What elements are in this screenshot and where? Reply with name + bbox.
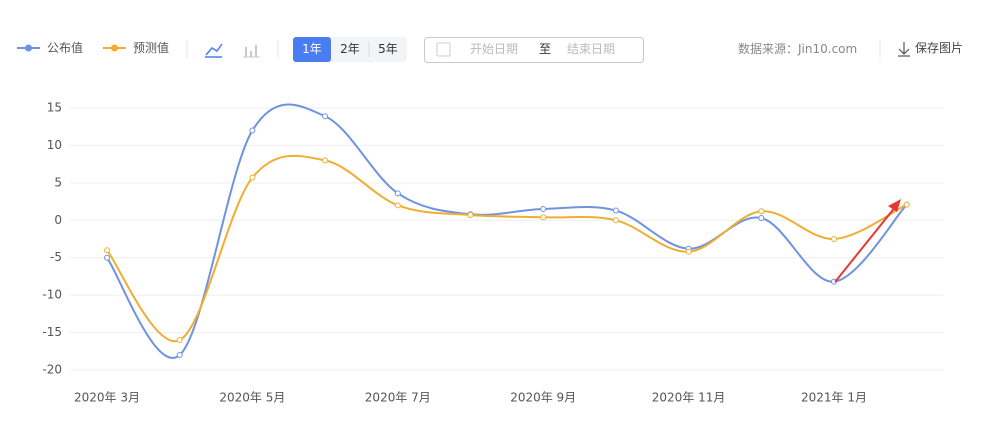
legend-dot: [111, 44, 118, 52]
annotation-arrow: [834, 199, 901, 283]
y-tick-label: 15: [47, 101, 62, 115]
x-tick-label: 2020年 5月: [219, 391, 285, 405]
data-point: [612, 217, 619, 224]
data-point: [104, 254, 110, 261]
data-point: [758, 208, 765, 215]
data-point: [394, 202, 401, 209]
data-point: [467, 212, 474, 219]
data-point: [540, 214, 547, 221]
date-range-box[interactable]: [424, 37, 644, 63]
calendar-icon: [436, 42, 451, 57]
range-button[interactable]: 1年: [302, 42, 322, 56]
y-tick-label: -5: [50, 250, 62, 264]
x-tick-label: 2021年 1月: [801, 391, 867, 405]
data-point: [176, 352, 183, 359]
y-tick-label: -20: [42, 363, 62, 377]
data-point: [249, 174, 256, 181]
y-tick-label: 10: [47, 138, 62, 152]
legend-label: 预测值: [133, 40, 169, 55]
save-image[interactable]: 保存图片: [915, 41, 963, 55]
y-tick-label: -10: [42, 288, 62, 302]
y-tick-label: 5: [54, 175, 62, 189]
bar-chart-icon[interactable]: [243, 45, 260, 58]
data-point: [685, 248, 692, 255]
data-point: [394, 190, 401, 197]
data-point: [758, 215, 765, 222]
range-button-active[interactable]: [293, 37, 331, 62]
x-tick-label: 2020年 11月: [652, 391, 726, 405]
toolbar: 1年 2年 5年 开始日期 至 结束日期 数据来源：Jin10.com 保存图片: [186, 37, 963, 63]
line-chart-icon[interactable]: [205, 43, 223, 56]
data-point: [612, 207, 619, 214]
legend-dot: [25, 44, 32, 52]
date-separator: 至: [539, 42, 551, 56]
data-point: [831, 236, 837, 242]
data-point: [104, 247, 110, 254]
x-tick-label: 2020年 3月: [74, 391, 140, 405]
data-point: [249, 127, 256, 134]
y-tick-label: -15: [42, 325, 62, 339]
start-date[interactable]: 开始日期: [470, 42, 518, 56]
x-tick-label: 2020年 9月: [510, 391, 576, 405]
data-point: [903, 201, 910, 208]
end-date[interactable]: 结束日期: [567, 42, 615, 56]
data-point: [322, 157, 329, 164]
range-button[interactable]: 5年: [378, 42, 398, 56]
data-point: [322, 113, 329, 120]
data-source: 数据来源：Jin10.com: [738, 41, 857, 56]
x-tick-label: 2020年 7月: [365, 391, 431, 405]
series-line: [106, 154, 908, 343]
data-point: [176, 337, 183, 344]
data-point: [540, 206, 547, 213]
range-button[interactable]: 2年: [340, 42, 360, 56]
legend-label: 公布值: [47, 40, 83, 55]
download-icon[interactable]: [898, 42, 910, 57]
y-tick-label: 0: [54, 213, 62, 227]
